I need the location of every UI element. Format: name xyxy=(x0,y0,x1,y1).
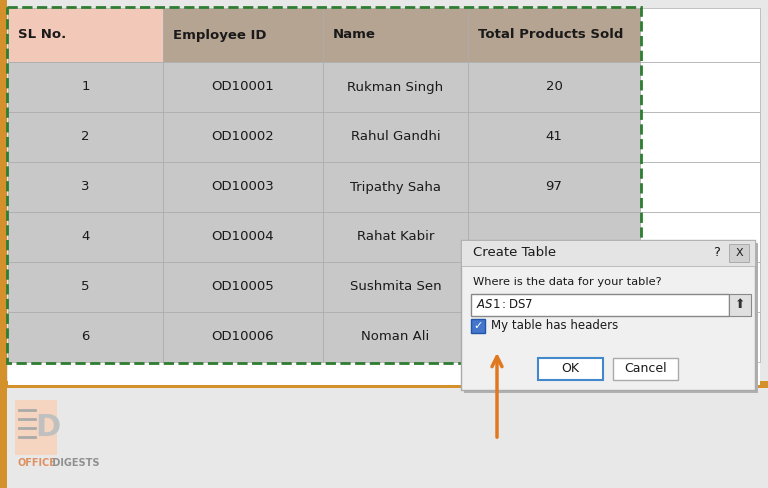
Text: Where is the data for your table?: Where is the data for your table? xyxy=(473,277,661,287)
FancyBboxPatch shape xyxy=(0,0,7,488)
Text: 2: 2 xyxy=(81,130,90,143)
Text: 6: 6 xyxy=(81,330,90,344)
FancyBboxPatch shape xyxy=(640,262,760,312)
FancyBboxPatch shape xyxy=(163,262,323,312)
FancyBboxPatch shape xyxy=(163,212,323,262)
FancyBboxPatch shape xyxy=(640,112,760,162)
FancyBboxPatch shape xyxy=(468,112,640,162)
FancyBboxPatch shape xyxy=(323,162,468,212)
FancyBboxPatch shape xyxy=(163,62,323,112)
FancyBboxPatch shape xyxy=(640,162,760,212)
Text: Rahat Kabir: Rahat Kabir xyxy=(357,230,434,244)
Text: OD10004: OD10004 xyxy=(212,230,274,244)
FancyBboxPatch shape xyxy=(468,62,640,112)
FancyBboxPatch shape xyxy=(8,212,163,262)
Text: Rahul Gandhi: Rahul Gandhi xyxy=(351,130,440,143)
FancyBboxPatch shape xyxy=(468,262,640,312)
Text: Employee ID: Employee ID xyxy=(173,28,266,41)
Text: $AS1:$DS7: $AS1:$DS7 xyxy=(476,299,533,311)
FancyBboxPatch shape xyxy=(464,243,758,393)
Text: Tripathy Saha: Tripathy Saha xyxy=(350,181,441,194)
Text: Create Table: Create Table xyxy=(473,246,556,260)
FancyBboxPatch shape xyxy=(729,244,749,262)
Text: OD10003: OD10003 xyxy=(212,181,274,194)
FancyBboxPatch shape xyxy=(468,8,640,62)
Text: Total Products Sold: Total Products Sold xyxy=(478,28,624,41)
Text: OD10002: OD10002 xyxy=(212,130,274,143)
FancyBboxPatch shape xyxy=(163,112,323,162)
FancyBboxPatch shape xyxy=(8,8,163,62)
FancyBboxPatch shape xyxy=(8,8,760,385)
FancyBboxPatch shape xyxy=(468,312,640,362)
FancyBboxPatch shape xyxy=(461,240,755,266)
FancyBboxPatch shape xyxy=(8,162,163,212)
Text: OFFICE: OFFICE xyxy=(17,458,56,468)
FancyBboxPatch shape xyxy=(640,8,760,62)
Text: ⬆: ⬆ xyxy=(735,299,745,311)
Text: 3: 3 xyxy=(81,181,90,194)
FancyBboxPatch shape xyxy=(613,358,678,380)
FancyBboxPatch shape xyxy=(640,62,760,112)
Text: 5: 5 xyxy=(81,281,90,293)
Text: DIGESTS: DIGESTS xyxy=(49,458,100,468)
Text: 41: 41 xyxy=(545,130,562,143)
Text: 1: 1 xyxy=(81,81,90,94)
Text: SL No.: SL No. xyxy=(18,28,66,41)
Text: Noman Ali: Noman Ali xyxy=(362,330,429,344)
FancyBboxPatch shape xyxy=(8,312,163,362)
Text: ✓: ✓ xyxy=(473,321,482,331)
FancyBboxPatch shape xyxy=(163,312,323,362)
Text: 20: 20 xyxy=(545,81,562,94)
Text: D: D xyxy=(35,413,61,443)
FancyBboxPatch shape xyxy=(8,62,163,112)
Text: Sushmita Sen: Sushmita Sen xyxy=(349,281,442,293)
FancyBboxPatch shape xyxy=(729,294,751,316)
Text: OD10005: OD10005 xyxy=(212,281,274,293)
Text: ?: ? xyxy=(713,246,720,260)
FancyBboxPatch shape xyxy=(323,262,468,312)
FancyBboxPatch shape xyxy=(8,112,163,162)
Text: My table has headers: My table has headers xyxy=(491,320,618,332)
FancyBboxPatch shape xyxy=(468,162,640,212)
Text: Name: Name xyxy=(333,28,376,41)
FancyBboxPatch shape xyxy=(163,162,323,212)
FancyBboxPatch shape xyxy=(471,294,729,316)
FancyBboxPatch shape xyxy=(461,240,755,390)
Text: OK: OK xyxy=(561,363,580,375)
FancyBboxPatch shape xyxy=(8,262,163,312)
FancyBboxPatch shape xyxy=(323,62,468,112)
FancyBboxPatch shape xyxy=(163,8,323,62)
FancyBboxPatch shape xyxy=(323,8,468,62)
Text: X: X xyxy=(735,248,743,258)
Text: 78: 78 xyxy=(545,330,562,344)
Text: Rukman Singh: Rukman Singh xyxy=(347,81,444,94)
FancyBboxPatch shape xyxy=(640,312,760,362)
Text: 97: 97 xyxy=(545,181,562,194)
Text: Cancel: Cancel xyxy=(624,363,667,375)
Text: OD10006: OD10006 xyxy=(212,330,274,344)
FancyBboxPatch shape xyxy=(468,212,640,262)
FancyBboxPatch shape xyxy=(323,312,468,362)
FancyBboxPatch shape xyxy=(471,319,485,333)
FancyBboxPatch shape xyxy=(538,358,603,380)
Text: 4: 4 xyxy=(81,230,90,244)
FancyBboxPatch shape xyxy=(15,400,57,455)
FancyBboxPatch shape xyxy=(323,212,468,262)
FancyBboxPatch shape xyxy=(640,212,760,262)
Text: OD10001: OD10001 xyxy=(212,81,274,94)
FancyBboxPatch shape xyxy=(0,381,768,388)
FancyBboxPatch shape xyxy=(323,112,468,162)
